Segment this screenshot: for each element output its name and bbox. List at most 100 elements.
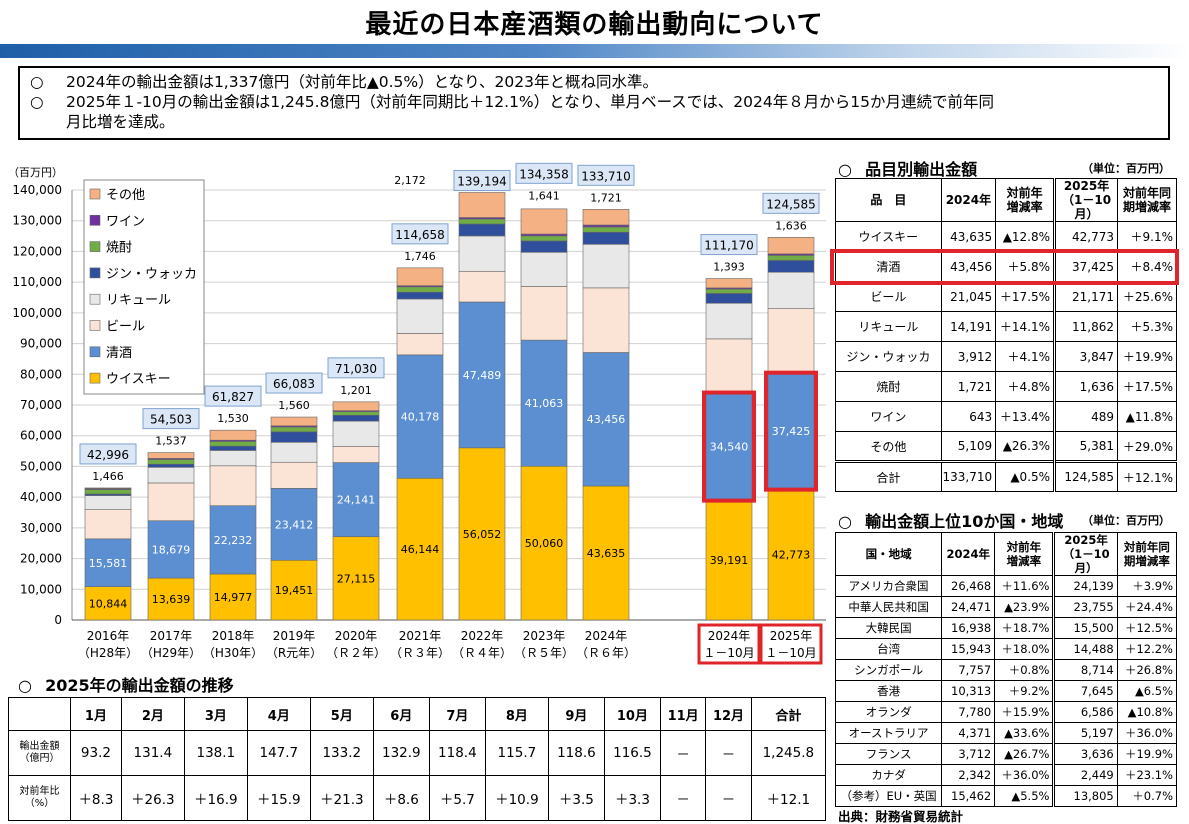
item-value-cell: ＋17.5%	[995, 281, 1056, 312]
item-value-cell: ＋8.4%	[1117, 251, 1177, 282]
bar-value-label: 41,063	[525, 397, 564, 410]
country-value-cell: 16,938	[941, 617, 996, 639]
month-value-cell: 133.2	[309, 730, 374, 776]
bar-segment-ビール	[767, 308, 815, 374]
country-value-cell: ＋12.5%	[1116, 617, 1178, 639]
x-tick-label: 2018年	[212, 629, 255, 643]
bar-value-label: 46,144	[401, 543, 440, 556]
month-value-cell: ＋3.5	[547, 775, 605, 821]
item-value-cell: ▲26.3%	[995, 431, 1056, 462]
table-header-row: 国・地域 2024年 対前年 増減率 2025年 （1－10月） 対前年同 期増減率	[834, 532, 1178, 576]
month-value-cell: 138.1	[183, 730, 248, 776]
x-tick-label: 2022年	[461, 629, 504, 643]
table-row: アメリカ合衆国 26,468 ＋11.6% 24,139 ＋3.9%	[834, 575, 1178, 597]
country-value-cell: 15,943	[941, 638, 996, 660]
item-value-cell: 5,109	[940, 431, 997, 462]
table-row: ウイスキー 43,635 ▲12.8% 42,773 ＋9.1%	[835, 221, 1177, 252]
bar-segment-焼酎	[396, 286, 444, 293]
items-unit-label: （単位：百万円）	[1082, 162, 1170, 175]
bar-segment-ジン・ウォッカ	[705, 293, 753, 304]
country-value-cell: ＋26.8%	[1116, 659, 1178, 681]
bar-segment-ビール	[270, 461, 318, 489]
country-value-cell: ＋23.1%	[1116, 764, 1178, 786]
month-header-cell: 3月	[183, 697, 248, 731]
x-tick-label: （Ｒ４年）	[452, 646, 512, 660]
country-value-cell: 4,371	[941, 722, 996, 744]
country-value-cell: 14,488	[1052, 638, 1118, 660]
bar-segment-ウイスキー	[458, 447, 506, 621]
x-tick-label: （Ｒ５年）	[514, 646, 574, 660]
bar-segment-清酒	[458, 301, 506, 449]
month-value-cell: ＋15.9	[246, 775, 311, 821]
legend-label: 清酒	[106, 346, 132, 361]
col-header-pyoy: 対前年同 期増減率	[1116, 532, 1178, 576]
col-header-yoy: 対前年 増減率	[995, 178, 1056, 222]
shochu-value-label: 1,721	[590, 191, 622, 204]
bar-segment-ウイスキー	[705, 499, 753, 621]
legend-swatch	[89, 214, 101, 226]
item-value-cell: ＋5.3%	[1117, 311, 1177, 342]
bar-segment-清酒	[270, 488, 318, 561]
total-value-label: 124,585	[766, 197, 816, 211]
y-tick-label: 140,000	[12, 183, 62, 197]
shochu-value-label: 1,466	[92, 470, 124, 483]
bar-segment-ウイスキー	[332, 536, 380, 621]
countries-unit-label: （単位：百万円）	[1082, 514, 1170, 527]
country-value-cell: ＋18.7%	[994, 617, 1055, 639]
legend-swatch	[89, 241, 101, 252]
x-tick-label: 2024年	[585, 629, 628, 643]
x-tick-label: 2025年	[770, 629, 813, 643]
month-value-cell: －	[659, 730, 707, 776]
month-value-cell: ＋12.1	[750, 775, 827, 821]
country-value-cell: ▲6.5%	[1116, 680, 1178, 702]
highlight-box-period-label	[759, 623, 823, 665]
country-value-cell: 24,139	[1052, 575, 1118, 597]
table-header-row: 品 目 2024年 対前年 増減率 2025年 （1－10月） 対前年同 期増減率	[835, 178, 1177, 222]
table-row: フランス 3,712 ▲26.7% 3,636 ＋19.9%	[834, 743, 1178, 765]
legend-swatch	[89, 267, 101, 279]
item-value-cell: ＋29.0%	[1117, 431, 1177, 462]
bar-segment-焼酎	[209, 441, 257, 447]
country-value-cell: 2,449	[1052, 764, 1118, 786]
item-name-cell: ジン・ウォッカ	[835, 341, 942, 372]
bar-value-label: 47,489	[463, 369, 502, 382]
bar-segment-ビール	[520, 286, 568, 341]
bar-segment-ウイスキー	[767, 488, 815, 621]
summary-line-1: ○ 2024年の輸出金額は1,337億円（対前年比▲0.5%）となり、2023年…	[30, 72, 1158, 92]
bar-segment-清酒	[396, 354, 444, 479]
bar-segment-ウイスキー	[396, 477, 444, 621]
month-value-cell: ＋16.9	[183, 775, 248, 821]
col-header-2025: 2025年 （1－10月）	[1052, 532, 1118, 576]
shochu-value-label: 1,641	[528, 189, 560, 202]
y-tick-label: 130,000	[12, 214, 62, 228]
item-value-cell: 643	[940, 401, 997, 432]
month-value-cell: 118.6	[547, 730, 605, 776]
total-value-cell: ＋12.1%	[1117, 460, 1177, 492]
y-tick-label: 110,000	[12, 275, 62, 289]
legend-label: ジン・ウォッカ	[106, 267, 197, 282]
item-value-cell: ＋9.1%	[1117, 221, 1177, 252]
y-tick-label: 10,000	[20, 582, 62, 596]
country-name-cell: 中華人民共和国	[834, 596, 943, 618]
items-section-title: 品目別輸出金額	[865, 160, 978, 179]
bar-segment-清酒	[84, 538, 132, 587]
col-header-country: 国・地域	[834, 532, 943, 576]
total-value-label: 66,083	[273, 377, 315, 391]
y-tick-label: 100,000	[12, 306, 62, 320]
total-box	[700, 234, 758, 256]
item-value-cell: ▲11.8%	[1117, 401, 1177, 432]
summary-text-2: 2025年１-10月の輸出金額は1,245.8億円（対前年同期比＋12.1%）と…	[66, 93, 994, 111]
legend-swatch	[89, 188, 101, 200]
month-header-cell: 7月	[428, 697, 486, 731]
table-row: 中華人民共和国 24,471 ▲23.9% 23,755 ＋24.4%	[834, 596, 1178, 618]
month-value-cell: ＋3.3	[603, 775, 661, 821]
item-name-cell: ビール	[835, 281, 942, 312]
total-box	[577, 164, 635, 186]
total-value-label: 139,194	[457, 174, 507, 188]
month-value-cell: 1,245.8	[750, 730, 827, 776]
highlight-divider	[1064, 249, 1068, 285]
bar-value-label: 34,540	[710, 441, 749, 454]
country-name-cell: シンガポール	[834, 659, 943, 681]
bar-segment-ウイスキー	[209, 573, 257, 621]
x-tick-label: 2016年	[87, 629, 130, 643]
